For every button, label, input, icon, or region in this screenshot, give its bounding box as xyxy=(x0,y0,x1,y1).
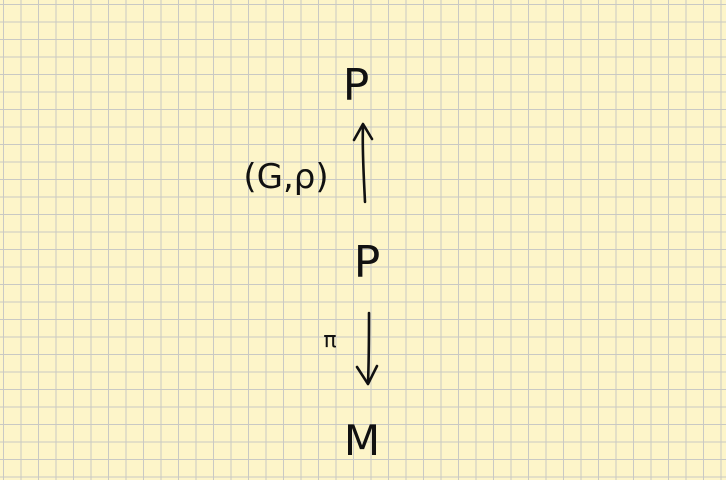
node-bottom-M: M xyxy=(344,416,380,465)
node-top-P: P xyxy=(343,60,370,111)
arrow-down-label: π xyxy=(323,328,336,353)
arrow-up xyxy=(352,122,374,204)
node-middle-P: P xyxy=(354,237,381,288)
arrow-up-label: (G,ρ) xyxy=(243,157,328,197)
arrow-down xyxy=(355,311,379,386)
